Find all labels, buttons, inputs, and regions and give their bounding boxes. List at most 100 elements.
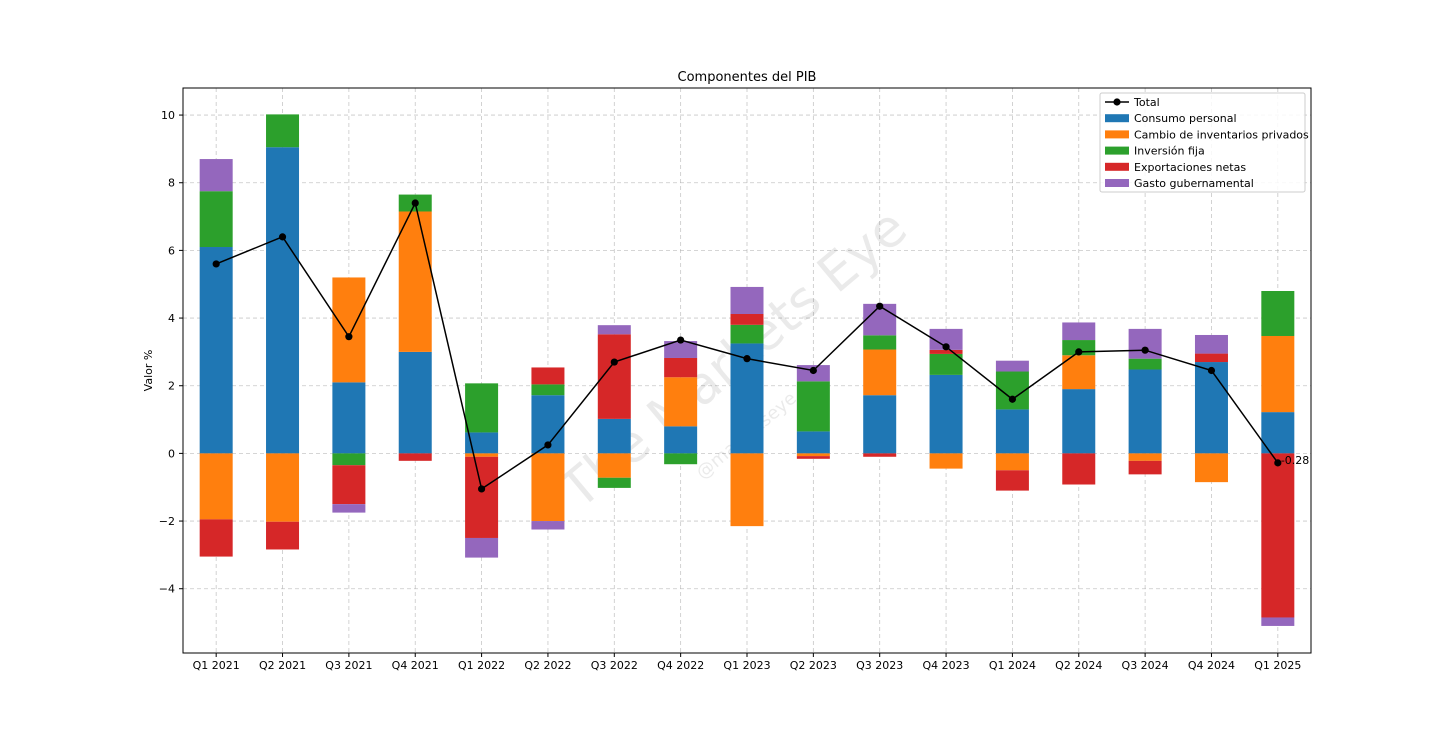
total-line: -0.28 bbox=[212, 199, 1309, 493]
bar-inversi-n-fija-q2-2021 bbox=[266, 114, 300, 148]
legend-label: Cambio de inventarios privados bbox=[1134, 128, 1309, 141]
x-tick-label: Q1 2023 bbox=[723, 659, 770, 672]
x-tick-label: Q1 2022 bbox=[458, 659, 505, 672]
total-point-q4-2022 bbox=[677, 336, 685, 344]
total-point-q2-2023 bbox=[809, 366, 817, 375]
bar-consumo-personal-q4-2022 bbox=[664, 426, 698, 454]
bar-cambio-de-inventarios-privados-q3-2024 bbox=[1128, 453, 1162, 461]
bar-cambio-de-inventarios-privados-q4-2021 bbox=[398, 211, 432, 352]
bar-consumo-personal-q3-2023 bbox=[863, 395, 897, 454]
bars bbox=[199, 114, 1295, 626]
bar-inversi-n-fija-q2-2022 bbox=[531, 384, 565, 396]
x-tick-label: Q4 2021 bbox=[392, 659, 439, 672]
total-point-q2-2021 bbox=[278, 233, 287, 241]
bar-gasto-gubernamental-q4-2022 bbox=[664, 341, 698, 358]
bar-gasto-gubernamental-q3-2021 bbox=[332, 504, 366, 513]
total-annotation: -0.28 bbox=[1281, 454, 1309, 467]
bar-cambio-de-inventarios-privados-q2-2024 bbox=[1062, 355, 1096, 390]
x-tick-label: Q2 2024 bbox=[1055, 659, 1102, 672]
bar-consumo-personal-q4-2024 bbox=[1194, 362, 1228, 454]
legend-label: Consumo personal bbox=[1134, 112, 1237, 125]
axes: −4 −2 0 2 4 6 8 10 Q1 2021 Q2 2021 Q3 2021 Q4 2021 Q… bbox=[159, 87, 1312, 672]
chart-title: Componentes del PIB bbox=[678, 70, 817, 85]
bar-gasto-gubernamental-q4-2024 bbox=[1194, 334, 1228, 354]
bar-consumo-personal-q3-2022 bbox=[597, 418, 631, 454]
total-point-q3-2022 bbox=[610, 358, 618, 366]
y-tick-label: 6 bbox=[168, 244, 175, 257]
total-point-q4-2021 bbox=[411, 199, 419, 207]
x-tick-label: Q1 2021 bbox=[193, 659, 240, 672]
total-point-q4-2023 bbox=[942, 343, 950, 351]
legend-swatch bbox=[1105, 179, 1129, 187]
bar-exportaciones-netas-q1-2025 bbox=[1261, 453, 1295, 618]
bar-gasto-gubernamental-q2-2022 bbox=[531, 521, 565, 530]
total-point-q2-2024 bbox=[1075, 348, 1083, 356]
bar-inversi-n-fija-q4-2022 bbox=[664, 453, 698, 465]
x-tick-label: Q3 2023 bbox=[856, 659, 903, 672]
bar-exportaciones-netas-q2-2023 bbox=[796, 456, 830, 459]
x-tick-label: Q1 2025 bbox=[1254, 659, 1301, 672]
bar-consumo-personal-q2-2023 bbox=[796, 431, 830, 454]
bar-exportaciones-netas-q1-2021 bbox=[199, 519, 233, 557]
bar-cambio-de-inventarios-privados-q4-2023 bbox=[929, 453, 963, 469]
bar-exportaciones-netas-q2-2024 bbox=[1062, 453, 1096, 485]
legend-swatch bbox=[1105, 162, 1129, 171]
total-point-q3-2023 bbox=[876, 302, 884, 310]
x-tick-label: Q2 2021 bbox=[259, 659, 306, 672]
total-point-q3-2024 bbox=[1141, 346, 1149, 354]
total-point-q3-2021 bbox=[345, 333, 353, 341]
bar-inversi-n-fija-q1-2022 bbox=[465, 383, 499, 433]
x-tick-label: Q4 2022 bbox=[657, 659, 704, 672]
bar-cambio-de-inventarios-privados-q2-2022 bbox=[531, 453, 565, 522]
x-tick-label: Q4 2024 bbox=[1188, 659, 1235, 672]
y-axis-label: Valor % bbox=[142, 350, 155, 392]
bar-cambio-de-inventarios-privados-q1-2025 bbox=[1261, 335, 1295, 413]
bar-exportaciones-netas-q3-2021 bbox=[332, 465, 366, 505]
bar-gasto-gubernamental-q4-2023 bbox=[929, 328, 963, 350]
x-tick-label: Q3 2022 bbox=[591, 659, 638, 672]
bar-consumo-personal-q3-2024 bbox=[1128, 369, 1162, 454]
bar-gasto-gubernamental-q1-2022 bbox=[465, 537, 499, 558]
x-tick-label: Q3 2024 bbox=[1122, 659, 1169, 672]
bar-cambio-de-inventarios-privados-q1-2024 bbox=[995, 453, 1029, 471]
bar-gasto-gubernamental-q2-2024 bbox=[1062, 322, 1096, 341]
bar-inversi-n-fija-q3-2023 bbox=[863, 335, 897, 350]
legend-swatch bbox=[1105, 114, 1129, 123]
total-point-q1-2021 bbox=[212, 260, 220, 268]
y-tick-label: 2 bbox=[168, 380, 175, 393]
y-tick-label: −2 bbox=[159, 515, 175, 528]
bar-exportaciones-netas-q4-2023 bbox=[929, 349, 963, 354]
bar-cambio-de-inventarios-privados-q3-2022 bbox=[597, 453, 631, 478]
bar-inversi-n-fija-q2-2023 bbox=[796, 381, 830, 432]
y-tick-label: 10 bbox=[161, 109, 175, 122]
bar-exportaciones-netas-q4-2024 bbox=[1194, 353, 1228, 363]
bar-gasto-gubernamental-q3-2022 bbox=[597, 325, 631, 335]
y-tick-label: −4 bbox=[159, 583, 175, 596]
bar-exportaciones-netas-q3-2024 bbox=[1128, 460, 1162, 475]
bar-consumo-personal-q1-2022 bbox=[465, 432, 499, 454]
bar-consumo-personal-q4-2021 bbox=[398, 351, 432, 454]
total-point-q1-2025 bbox=[1274, 459, 1282, 467]
legend-label: Exportaciones netas bbox=[1134, 161, 1246, 174]
legend-label: Inversión fija bbox=[1134, 145, 1205, 158]
total-point-q4-2024 bbox=[1207, 366, 1216, 375]
x-tick-label: Q4 2023 bbox=[922, 659, 969, 672]
bar-gasto-gubernamental-q1-2021 bbox=[199, 159, 233, 192]
bar-exportaciones-netas-q4-2022 bbox=[664, 357, 698, 378]
bar-exportaciones-netas-q3-2023 bbox=[863, 453, 897, 457]
bar-inversi-n-fija-q3-2022 bbox=[597, 477, 631, 488]
bar-inversi-n-fija-q3-2024 bbox=[1128, 358, 1162, 370]
x-tick-label: Q3 2021 bbox=[325, 659, 372, 672]
x-tick-label: Q2 2022 bbox=[524, 659, 571, 672]
bar-consumo-personal-q3-2021 bbox=[332, 382, 366, 454]
bar-inversi-n-fija-q1-2023 bbox=[730, 324, 764, 344]
bar-exportaciones-netas-q1-2024 bbox=[995, 470, 1029, 491]
bar-inversi-n-fija-q3-2021 bbox=[332, 453, 366, 466]
bar-cambio-de-inventarios-privados-q3-2023 bbox=[863, 349, 897, 396]
bar-cambio-de-inventarios-privados-q1-2022 bbox=[465, 453, 499, 457]
legend-label: Gasto gubernamental bbox=[1134, 177, 1254, 190]
bar-inversi-n-fija-q1-2025 bbox=[1261, 290, 1295, 336]
bar-inversi-n-fija-q4-2023 bbox=[929, 353, 963, 375]
bar-consumo-personal-q4-2023 bbox=[929, 374, 963, 454]
